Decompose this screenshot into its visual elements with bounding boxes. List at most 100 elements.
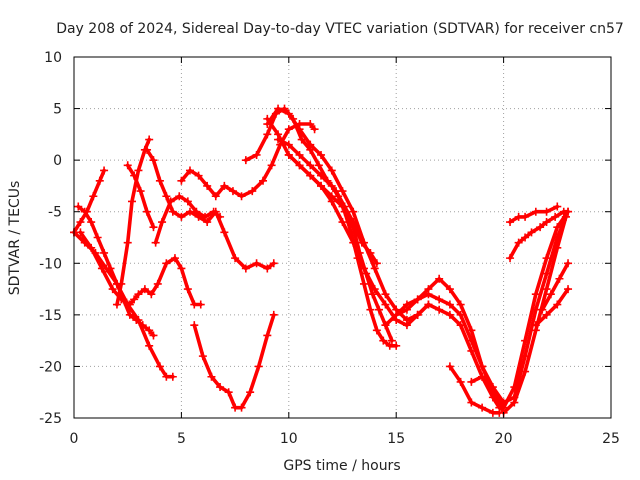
series-trace bbox=[145, 148, 276, 271]
data-point-plus bbox=[158, 218, 167, 227]
data-point-plus bbox=[314, 161, 323, 170]
data-point-plus bbox=[149, 223, 158, 232]
data-point-plus bbox=[241, 264, 250, 273]
data-point-plus bbox=[241, 156, 250, 165]
data-point-plus bbox=[366, 305, 375, 314]
data-point-plus bbox=[295, 150, 304, 159]
data-point-plus bbox=[194, 171, 203, 180]
y-tick-label: -10 bbox=[39, 256, 62, 272]
grid-lines bbox=[74, 57, 611, 418]
data-point-plus bbox=[95, 176, 104, 185]
data-point-plus bbox=[349, 207, 358, 216]
data-point-plus bbox=[370, 264, 379, 273]
series-trace bbox=[540, 261, 570, 312]
data-point-plus bbox=[531, 207, 540, 216]
data-point-plus bbox=[254, 362, 263, 371]
data-point-plus bbox=[162, 259, 171, 268]
data-point-plus bbox=[263, 264, 272, 273]
data-point-plus bbox=[134, 166, 143, 175]
data-point-plus bbox=[228, 187, 237, 196]
data-point-plus bbox=[478, 403, 487, 412]
data-point-plus bbox=[317, 150, 326, 159]
x-tick-label: 5 bbox=[177, 431, 186, 447]
data-point-plus bbox=[151, 238, 160, 247]
data-point-plus bbox=[155, 362, 164, 371]
y-tick-label: -5 bbox=[48, 205, 62, 221]
data-point-plus bbox=[87, 218, 96, 227]
data-point-plus bbox=[355, 248, 364, 257]
data-point-plus bbox=[252, 259, 261, 268]
data-point-plus bbox=[183, 197, 192, 206]
data-point-plus bbox=[402, 300, 411, 309]
data-point-plus bbox=[553, 243, 562, 252]
y-tick-label: 0 bbox=[53, 153, 62, 169]
data-point-plus bbox=[123, 161, 132, 170]
data-point-plus bbox=[542, 285, 551, 294]
data-point-plus bbox=[284, 109, 293, 118]
data-point-plus bbox=[317, 171, 326, 180]
data-point-plus bbox=[130, 295, 139, 304]
data-point-plus bbox=[381, 290, 390, 299]
data-point-plus bbox=[564, 207, 573, 216]
series-trace bbox=[192, 313, 276, 410]
data-point-plus bbox=[100, 248, 109, 257]
data-point-plus bbox=[224, 388, 233, 397]
data-point-plus bbox=[510, 398, 519, 407]
data-point-plus bbox=[155, 176, 164, 185]
data-point-plus bbox=[368, 290, 377, 299]
x-axis-label: GPS time / hours bbox=[283, 458, 400, 474]
data-point-plus bbox=[284, 150, 293, 159]
series-trace-23 bbox=[531, 285, 573, 330]
data-point-plus bbox=[127, 197, 136, 206]
data-point-plus bbox=[551, 212, 560, 221]
data-point-plus bbox=[456, 300, 465, 309]
data-point-plus bbox=[136, 187, 145, 196]
data-point-plus bbox=[168, 372, 177, 381]
data-point-plus bbox=[372, 326, 381, 335]
series-trace bbox=[276, 137, 399, 348]
data-point-plus bbox=[381, 300, 390, 309]
x-tick-label: 15 bbox=[387, 431, 405, 447]
series-trace bbox=[115, 137, 151, 307]
data-point-plus bbox=[402, 316, 411, 325]
data-point-plus bbox=[149, 156, 158, 165]
data-point-plus bbox=[295, 125, 304, 134]
data-point-plus bbox=[521, 212, 530, 221]
data-point-plus bbox=[488, 388, 497, 397]
data-point-plus bbox=[349, 223, 358, 232]
data-point-plus bbox=[140, 285, 149, 294]
y-tick-label: 10 bbox=[44, 50, 62, 66]
data-point-plus bbox=[553, 202, 562, 211]
data-point-plus bbox=[97, 264, 106, 273]
data-point-plus bbox=[175, 192, 184, 201]
data-point-plus bbox=[435, 305, 444, 314]
data-point-plus bbox=[177, 212, 186, 221]
data-point-plus bbox=[108, 285, 117, 294]
data-point-plus bbox=[125, 300, 134, 309]
data-point-plus bbox=[381, 321, 390, 330]
data-point-plus bbox=[413, 295, 422, 304]
data-point-plus bbox=[445, 310, 454, 319]
series-trace bbox=[469, 215, 568, 415]
data-point-plus bbox=[237, 192, 246, 201]
data-point-plus bbox=[553, 300, 562, 309]
y-tick-label: -20 bbox=[39, 359, 62, 375]
data-point-plus bbox=[424, 285, 433, 294]
data-point-plus bbox=[542, 218, 551, 227]
series-trace bbox=[286, 153, 394, 343]
series-trace bbox=[76, 204, 156, 338]
data-point-plus bbox=[306, 161, 315, 170]
series-trace bbox=[179, 122, 317, 198]
data-point-plus bbox=[467, 346, 476, 355]
x-tick-label: 10 bbox=[280, 431, 298, 447]
data-point-plus bbox=[259, 176, 268, 185]
data-point-plus bbox=[295, 161, 304, 170]
series-trace-3 bbox=[70, 228, 177, 381]
series-trace-22 bbox=[506, 202, 562, 227]
data-point-plus bbox=[531, 321, 540, 330]
data-point-plus bbox=[359, 238, 368, 247]
data-point-plus bbox=[145, 326, 154, 335]
data-point-plus bbox=[168, 207, 177, 216]
data-point-plus bbox=[74, 202, 83, 211]
